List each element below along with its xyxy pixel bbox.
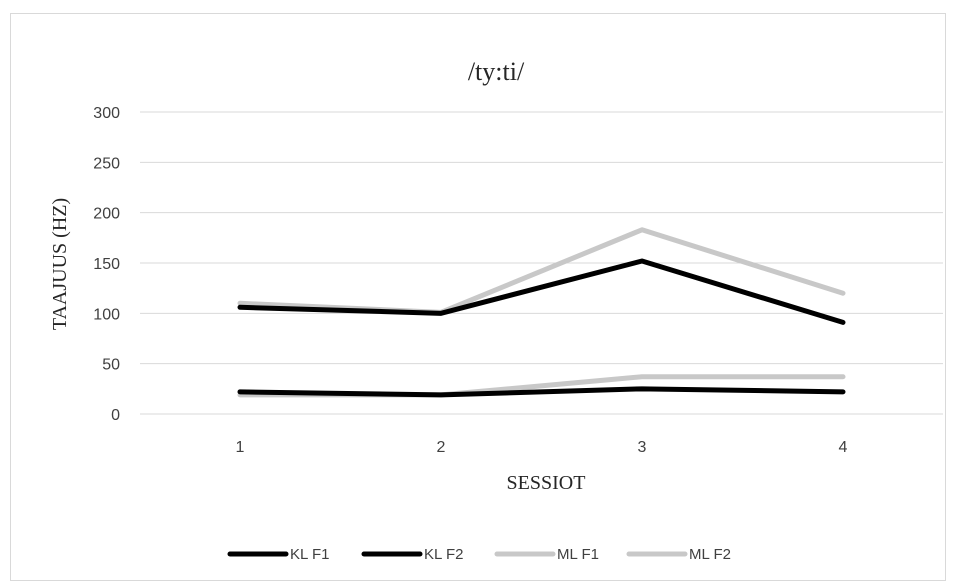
legend: KL F1 KL F2 ML F1 ML F2	[227, 546, 731, 563]
y-tick-label: 100	[93, 306, 120, 323]
x-tick-label: 3	[638, 439, 647, 456]
x-tick-label: 2	[437, 439, 446, 456]
y-tick-label: 50	[102, 357, 120, 374]
y-tick-label: 250	[93, 155, 120, 172]
series-line-kl-f1	[237, 258, 846, 325]
legend-label: KL F1	[290, 546, 329, 563]
x-tick-label: 1	[236, 439, 245, 456]
series-line-kl-f2	[237, 386, 846, 398]
x-tick-labels: 1 2 3 4	[236, 439, 848, 456]
chart-title: /ty:ti/	[468, 57, 525, 86]
series-line-ml-f1	[237, 227, 846, 315]
y-tick-label: 200	[93, 206, 120, 223]
x-axis-title: SESSIOT	[507, 472, 586, 494]
y-axis-title: TAAJUUS (HZ)	[49, 198, 71, 330]
y-tick-label: 300	[93, 105, 120, 122]
y-tick-label: 0	[111, 407, 120, 424]
legend-label: KL F2	[424, 546, 463, 563]
y-tick-labels: 0 50 100 150 200 250 300	[93, 105, 120, 424]
legend-label: ML F1	[557, 546, 599, 563]
gridlines	[140, 111, 943, 415]
series-lines	[237, 227, 846, 398]
y-tick-label: 150	[93, 256, 120, 273]
x-tick-label: 4	[839, 439, 848, 456]
legend-label: ML F2	[689, 546, 731, 563]
